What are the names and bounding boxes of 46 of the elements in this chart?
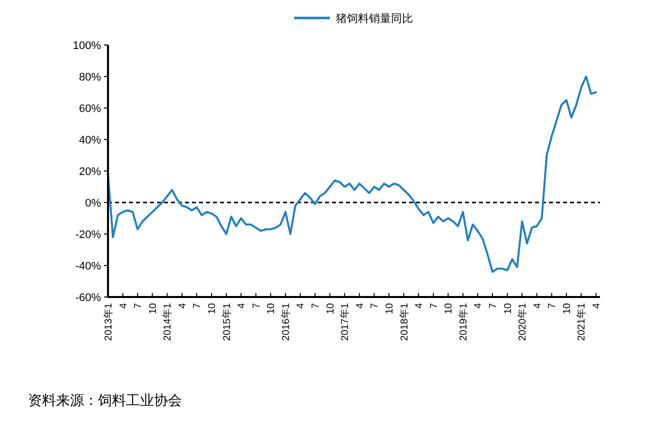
x-tick-label: 4	[236, 302, 248, 309]
x-tick-label: 4	[296, 302, 307, 309]
x-tick-label: 2021年1	[576, 302, 588, 341]
x-tick-label: 4	[177, 302, 188, 309]
x-tick-label: 4	[473, 302, 484, 309]
y-tick-label: -60%	[75, 292, 102, 304]
x-tick-label: 7	[133, 302, 144, 309]
x-tick-label: 10	[502, 302, 514, 314]
x-tick-label: 4	[118, 302, 130, 309]
x-tick-label: 4	[592, 302, 602, 309]
x-tick-label: 7	[547, 302, 558, 309]
x-tick-label: 4	[532, 302, 544, 309]
x-tick-label: 7	[370, 302, 381, 309]
x-tick-label: 4	[414, 302, 426, 309]
x-tick-label: 2014年1	[162, 302, 174, 341]
x-tick-label: 7	[428, 302, 440, 309]
y-tick-label: 40%	[78, 134, 102, 146]
x-tick-label: 2013年1	[102, 302, 114, 341]
y-tick-label: 60%	[78, 102, 102, 115]
x-tick-label: 2015年1	[220, 302, 233, 341]
x-tick-label: 10	[562, 302, 573, 314]
x-tick-label: 2017年1	[339, 302, 352, 341]
x-tick-label: 2018年1	[398, 302, 410, 341]
x-tick-label: 10	[444, 302, 455, 314]
x-tick-label: 7	[310, 302, 322, 309]
x-tick-label: 10	[148, 302, 159, 314]
y-tick-label: 0%	[85, 197, 102, 210]
x-tick-label: 7	[488, 302, 499, 309]
x-tick-label: 10	[384, 302, 396, 314]
x-tick-label: 10	[266, 302, 278, 314]
y-tick-label: -20%	[75, 228, 102, 241]
y-tick-label: -40%	[75, 260, 102, 272]
x-tick-label: 10	[325, 302, 336, 314]
legend-label: 猪饲料销量同比	[336, 12, 413, 25]
x-tick-label: 2019年1	[457, 302, 470, 341]
line-series	[107, 76, 597, 273]
x-tick-label: 10	[207, 302, 218, 314]
x-tick-label: 7	[192, 302, 204, 309]
y-tick-label: 20%	[78, 166, 102, 178]
x-tick-label: 7	[251, 302, 262, 309]
text: 资料来源：饲料工业协会	[28, 393, 182, 409]
y-tick-label: 80%	[78, 71, 102, 84]
y-tick-label: 100%	[72, 40, 102, 52]
x-tick-label: 2020年1	[516, 302, 529, 341]
x-tick-label: 2016年1	[280, 302, 292, 341]
x-tick-label: 4	[354, 302, 366, 309]
